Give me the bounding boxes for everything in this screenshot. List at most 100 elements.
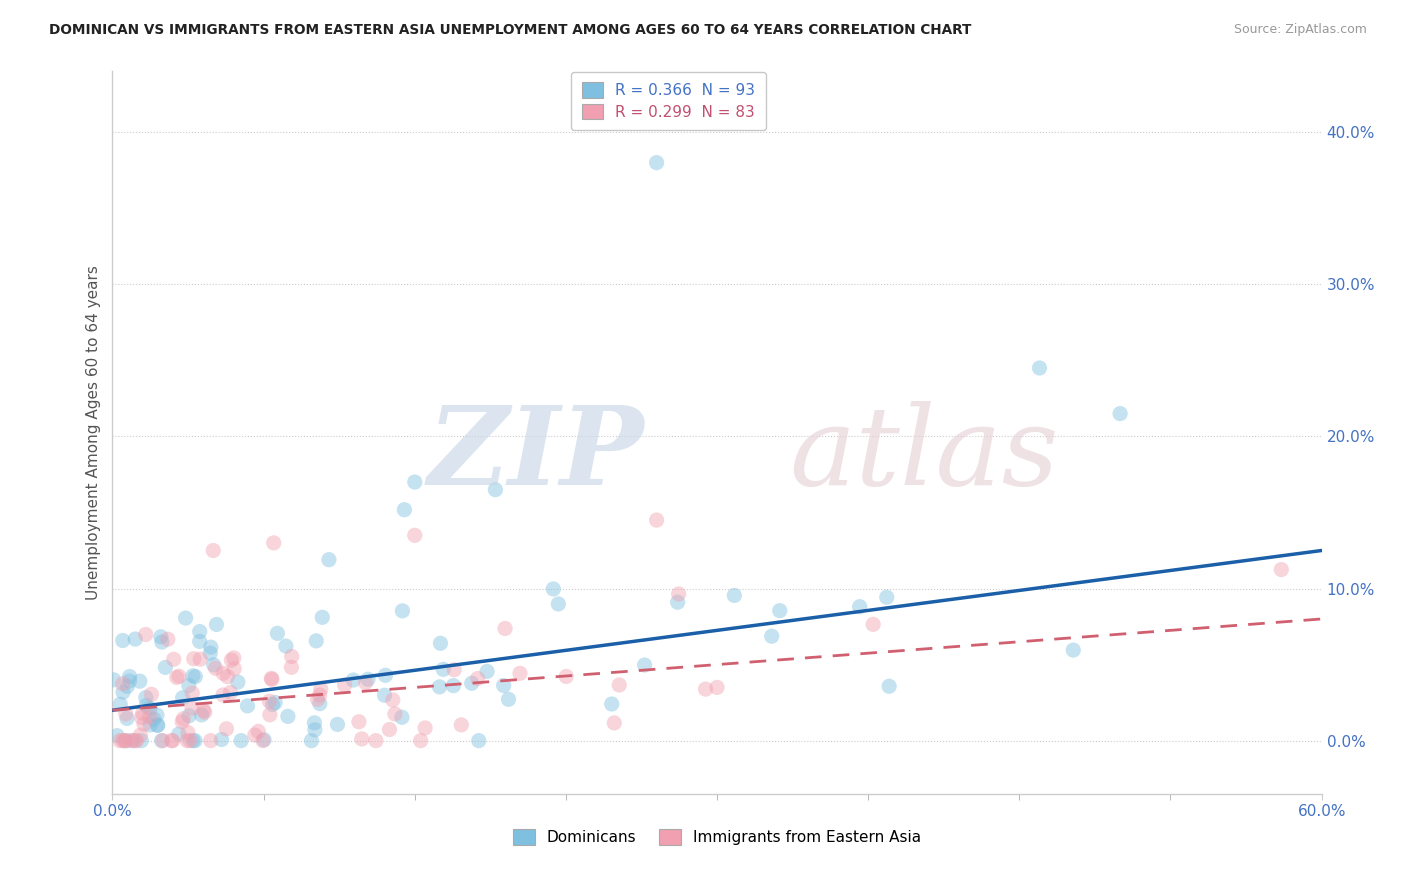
- Point: [146, 718, 169, 732]
- Point: [135, 698, 157, 713]
- Point: [262, 698, 284, 712]
- Point: [184, 733, 207, 747]
- Point: [475, 665, 498, 679]
- Point: [280, 649, 302, 664]
- Point: [132, 717, 155, 731]
- Point: [174, 611, 197, 625]
- Point: [645, 513, 668, 527]
- Point: [555, 669, 578, 683]
- Point: [142, 712, 165, 726]
- Point: [723, 589, 745, 603]
- Point: [309, 682, 332, 697]
- Point: [204, 661, 226, 675]
- Point: [484, 483, 506, 497]
- Point: [498, 692, 520, 706]
- Point: [111, 685, 134, 699]
- Point: [666, 595, 689, 609]
- Point: [117, 679, 139, 693]
- Point: [769, 604, 792, 618]
- Point: [172, 690, 194, 705]
- Point: [202, 543, 225, 558]
- Point: [181, 669, 204, 683]
- Point: [202, 657, 225, 672]
- Point: [212, 688, 235, 702]
- Point: [167, 727, 190, 741]
- Point: [404, 475, 426, 489]
- Point: [176, 733, 198, 747]
- Point: [326, 717, 349, 731]
- Point: [259, 707, 281, 722]
- Point: [253, 732, 276, 747]
- Point: [110, 698, 132, 712]
- Point: [172, 712, 194, 726]
- Point: [181, 701, 204, 715]
- Point: [1270, 563, 1292, 577]
- Point: [141, 687, 163, 701]
- Point: [128, 674, 150, 689]
- Point: [308, 697, 330, 711]
- Point: [252, 733, 274, 747]
- Point: [304, 715, 326, 730]
- Point: [222, 651, 245, 665]
- Point: [219, 685, 242, 699]
- Point: [357, 673, 380, 687]
- Point: [181, 686, 204, 700]
- Point: [695, 682, 717, 697]
- Point: [111, 733, 134, 747]
- Point: [139, 718, 162, 732]
- Point: [200, 640, 222, 655]
- Point: [350, 731, 373, 746]
- Point: [266, 626, 288, 640]
- Point: [263, 536, 285, 550]
- Point: [124, 733, 146, 747]
- Point: [404, 528, 426, 542]
- Point: [378, 723, 401, 737]
- Point: [467, 672, 489, 686]
- Point: [146, 708, 169, 723]
- Point: [124, 632, 146, 646]
- Point: [607, 678, 630, 692]
- Point: [277, 709, 299, 723]
- Point: [131, 733, 153, 747]
- Point: [139, 701, 162, 715]
- Point: [217, 670, 239, 684]
- Point: [152, 733, 174, 747]
- Point: [190, 707, 212, 722]
- Point: [264, 696, 287, 710]
- Point: [155, 660, 177, 674]
- Point: [120, 733, 142, 747]
- Point: [150, 635, 173, 649]
- Point: [311, 610, 333, 624]
- Point: [188, 634, 211, 648]
- Text: DOMINICAN VS IMMIGRANTS FROM EASTERN ASIA UNEMPLOYMENT AMONG AGES 60 TO 64 YEARS: DOMINICAN VS IMMIGRANTS FROM EASTERN ASI…: [49, 23, 972, 37]
- Point: [413, 721, 436, 735]
- Point: [172, 714, 194, 729]
- Point: [135, 690, 157, 705]
- Point: [509, 666, 531, 681]
- Point: [211, 732, 233, 747]
- Point: [260, 673, 283, 687]
- Point: [450, 718, 472, 732]
- Point: [706, 681, 728, 695]
- Point: [205, 617, 228, 632]
- Point: [876, 591, 898, 605]
- Point: [468, 733, 491, 747]
- Point: [115, 711, 138, 725]
- Point: [156, 632, 179, 647]
- Point: [633, 658, 655, 673]
- Point: [259, 694, 281, 708]
- Point: [146, 718, 169, 732]
- Point: [163, 652, 186, 666]
- Point: [443, 663, 465, 677]
- Y-axis label: Unemployment Among Ages 60 to 64 years: Unemployment Among Ages 60 to 64 years: [86, 265, 101, 600]
- Point: [373, 688, 395, 702]
- Point: [162, 733, 184, 747]
- Point: [139, 710, 162, 724]
- Point: [364, 733, 387, 747]
- Point: [125, 733, 148, 747]
- Point: [188, 652, 211, 666]
- Point: [342, 673, 364, 687]
- Point: [381, 693, 404, 707]
- Point: [307, 692, 329, 706]
- Text: Source: ZipAtlas.com: Source: ZipAtlas.com: [1233, 23, 1367, 37]
